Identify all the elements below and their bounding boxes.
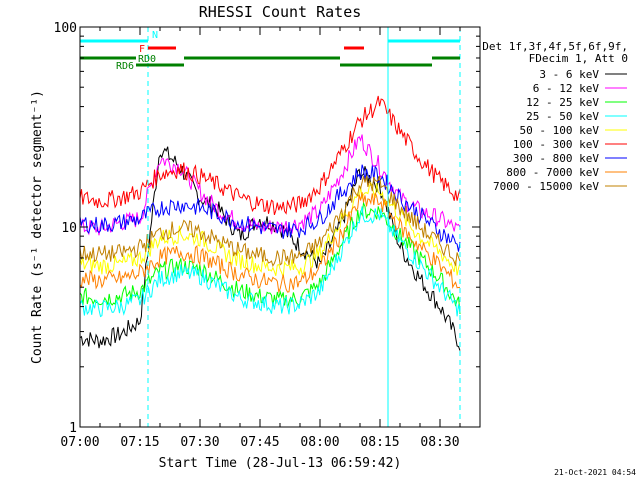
x-axis-label: Start Time (28-Jul-13 06:59:42) [159,456,402,471]
x-tick-label-1: 07:15 [120,435,159,450]
y-tick-label-2: 100 [54,21,77,36]
x-tick-label-6: 08:30 [420,435,459,450]
flag-label-rd0: RD0 [138,54,156,65]
legend-label-0: 3 - 6 keV [539,68,599,81]
plot-frame [79,26,481,428]
x-tick-label-3: 07:45 [240,435,279,450]
series-line-4 [79,181,461,278]
legend: Det 1f,3f,4f,5f,6f,9f,FDecim 1, Att 0 3 -… [482,40,628,193]
series-line-3 [79,206,461,318]
series-line-7 [79,192,461,294]
series-line-2 [79,201,461,315]
legend-label-5: 100 - 300 keV [513,138,599,151]
vertical-markers [79,27,461,427]
y-tick-label-0: 1 [69,421,77,436]
x-tick-label-5: 08:15 [360,435,399,450]
x-tick-label-0: 07:00 [60,435,99,450]
legend-header-1: FDecim 1, Att 0 [529,52,628,65]
legend-label-7: 800 - 7000 keV [506,166,599,179]
series-line-5 [79,95,461,216]
axes: 07:00 07:15 07:30 07:45 08:00 08:15 08:30 1 10 10… [54,21,480,450]
flag-label-f: F [139,44,145,55]
legend-label-4: 50 - 100 keV [520,124,600,137]
y-axis-label: Count Rate (s⁻¹ detector segment⁻¹) [30,90,45,364]
legend-label-6: 300 - 800 keV [513,152,599,165]
flag-label-rd6: RD6 [116,61,134,72]
y-tick-label-1: 10 [61,221,77,236]
series-line-8 [79,175,461,268]
flag-label-n: N [152,30,158,41]
legend-label-1: 6 - 12 keV [533,82,600,95]
x-tick-label-2: 07:30 [180,435,219,450]
x-tick-label-4: 08:00 [300,435,339,450]
timestamp: 21-Oct-2021 04:54 [554,468,636,477]
legend-label-2: 12 - 25 keV [526,96,599,109]
chart-title: RHESSI Count Rates [199,3,362,21]
series-line-1 [79,134,461,236]
legend-header-0: Det 1f,3f,4f,5f,6f,9f, [482,40,628,53]
series-line-0 [79,146,461,351]
legend-label-8: 7000 - 15000 keV [493,180,599,193]
legend-label-3: 25 - 50 keV [526,110,599,123]
series-layer [79,95,461,351]
